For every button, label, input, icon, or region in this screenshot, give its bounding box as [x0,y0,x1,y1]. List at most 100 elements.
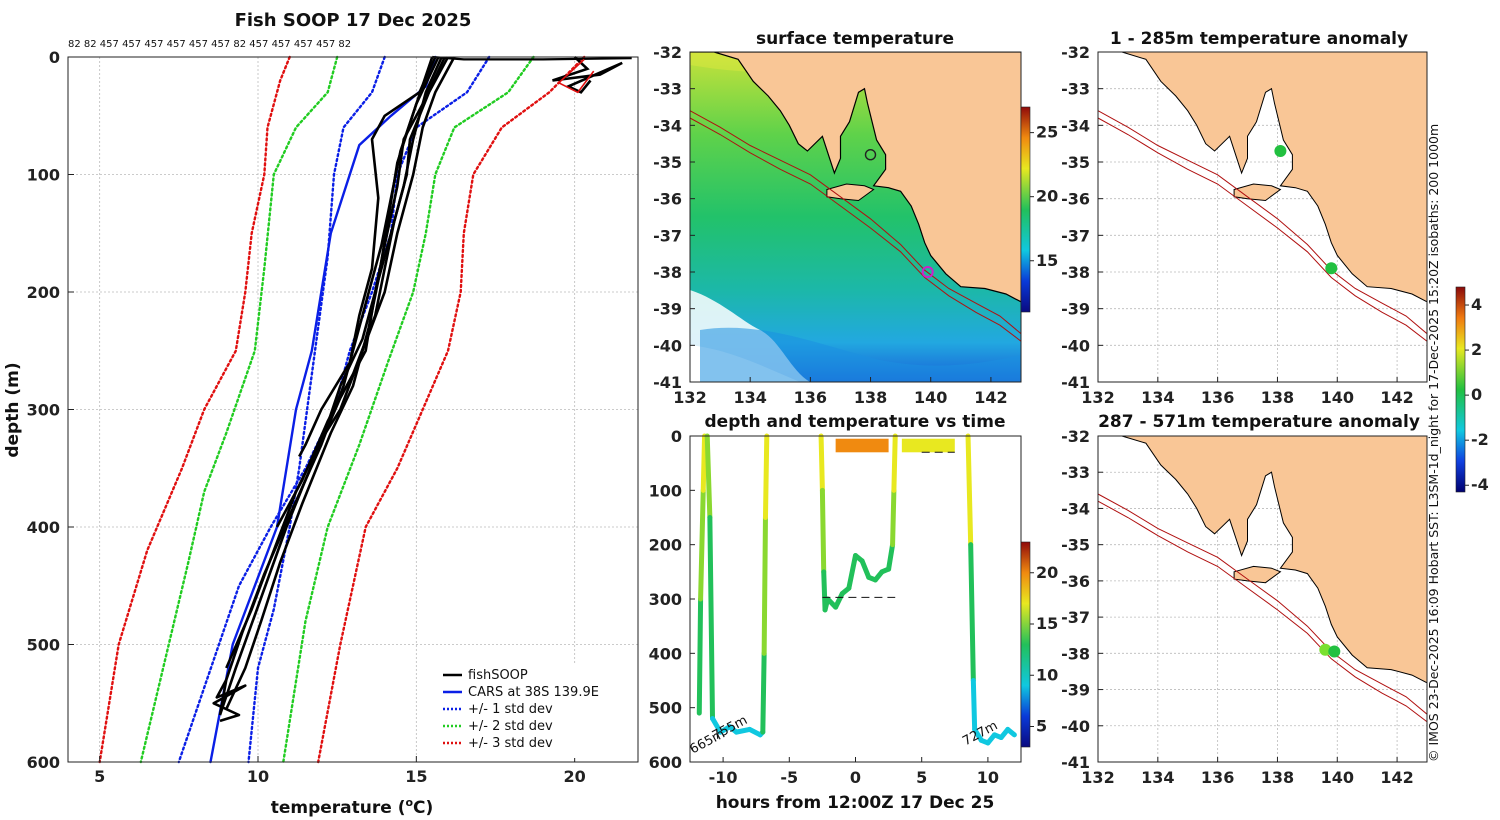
map-ytick-label: -32 [653,43,682,62]
a1-ytick-label: -41 [1061,373,1090,392]
anom-cb-tick-label: 2 [1471,340,1482,359]
ts-cb-tick-label: 20 [1036,563,1058,582]
fishsoop-surface-cluster [552,56,623,94]
map-ytick-label: -35 [653,153,682,172]
fishsoop-profile-5 [225,56,440,669]
a2-point-1 [1328,645,1341,658]
a1-xtick-label: 134 [1141,388,1174,407]
anom-cb-tick-label: 0 [1471,385,1482,404]
a1-ytick-label: -36 [1061,190,1090,209]
anomaly2-isobath-1000m [1098,500,1427,723]
profile-xtick-label: 5 [94,767,105,786]
map-ytick-label: -36 [653,190,682,209]
ts-track-0-seg [698,487,706,602]
legend-fishsoop: fishSOOP [468,668,528,683]
sst-colorbar-ticks: 15 20 25 [1030,123,1058,270]
a2-xtick-label: 142 [1380,768,1413,787]
ts-surface-block-0 [835,438,889,453]
isobath-1000m [690,117,1021,342]
sst-cb-tick-label: 20 [1036,187,1058,206]
profile-xtick-label: 10 [247,767,269,786]
ts-surface-block-1 [901,438,955,453]
anomaly1-points [1274,145,1338,275]
ts-cb-tick-label: 10 [1036,665,1058,684]
a1-xtick-label: 140 [1321,388,1354,407]
sst-cb-tick-label: 25 [1036,123,1058,142]
ts-track-2-seg [846,553,858,591]
ts-track-0-seg [696,596,704,716]
a1-ytick-label: -39 [1061,300,1090,319]
ts-xtick-label: -5 [780,768,798,787]
ts-track-2-seg [818,433,825,493]
a2-ytick-label: -37 [1061,608,1090,627]
ts-ytick-label: 100 [649,481,682,500]
anomaly1-plot-area [1098,52,1427,382]
anom-cb-tick-label: -4 [1471,475,1489,494]
profile-series-4 [282,55,535,764]
anomaly2-plot-area [1098,436,1427,762]
map-xtick-label: 140 [914,388,947,407]
a1-ytick-label: -38 [1061,263,1090,282]
side-credit: © IMOS 23-Dec-2025 16:09 Hobart SST: L3S… [1426,124,1441,762]
profile-ytick-label: 0 [49,48,60,67]
anomaly2-isobath-200m [1098,493,1427,715]
anom-cb-tick-label: -2 [1471,430,1489,449]
profile-xlabel: temperature (oC) [271,796,434,818]
a2-point-0 [1319,643,1332,656]
map-markers [864,148,934,278]
ts-track-3-seg [1005,726,1017,738]
map-ytick-label: -38 [653,263,682,282]
ts-track-3-seg [970,678,978,732]
ts-track-1-seg [762,433,770,520]
ts-title: depth and temperature vs time [705,412,1006,432]
a1-xtick-label: 142 [1380,388,1413,407]
ts-ytick-label: 600 [649,753,682,772]
map-xtick-label: 136 [794,388,827,407]
map-xtick-label: 142 [974,388,1007,407]
legend-std3: +/- 3 std dev [468,736,553,751]
map-ytick-label: -40 [653,336,682,355]
ts-xtick-label: 0 [850,768,861,787]
anomaly2-land [1098,436,1427,684]
anomaly-map-shallow: 1 - 285m temperature anomaly 132 134 136 13… [1061,29,1428,407]
a1-xtick-label: 138 [1261,388,1294,407]
map-ytick-label: -37 [653,226,682,245]
map-ytick-label: -33 [653,80,682,99]
a2-ytick-label: -38 [1061,644,1090,663]
ts-colorbar [1020,541,1031,748]
a2-ytick-label: -41 [1061,753,1090,772]
legend-std1: +/- 1 std dev [468,702,553,717]
a1-ytick-label: -32 [1061,43,1090,62]
profile-chart: Fish SOOP 17 Dec 2025 82 82 457 457 457 … [3,10,639,818]
map-xtick-label: 134 [733,388,766,407]
a2-xtick-label: 136 [1201,768,1234,787]
ts-track-2-seg [859,558,872,580]
ts-ytick-label: 200 [649,536,682,555]
anomaly2-points [1319,643,1341,658]
a2-ytick-label: -35 [1061,536,1090,555]
a2-ytick-label: -36 [1061,572,1090,591]
a1-ytick-label: -35 [1061,153,1090,172]
profile-xtick-label: 20 [564,767,586,786]
anomaly1-title: 1 - 285m temperature anomaly [1110,29,1408,49]
ts-track-1-seg [704,433,713,520]
ts-ytick-label: 300 [649,590,682,609]
a1-xtick-label: 136 [1201,388,1234,407]
a2-xtick-label: 140 [1321,768,1354,787]
a1-xtick-label: 132 [1081,388,1114,407]
anomaly-colorbar [1455,286,1466,493]
a2-xtick-label: 138 [1261,768,1294,787]
anomaly-colorbar-ticks: -4 -2 0 2 4 [1465,295,1489,494]
a2-ytick-label: -39 [1061,681,1090,700]
a1-ytick-label: -33 [1061,80,1090,99]
ts-track-3-seg [968,542,976,683]
ts-track-3-seg [965,433,974,548]
a1-point-0 [1274,145,1287,157]
a1-ytick-label: -34 [1061,116,1090,135]
sst-cb-tick-label: 15 [1036,251,1058,270]
fishsoop-profile-7 [212,679,247,723]
a1-point-1 [1325,262,1338,275]
sst-colorbar [1020,106,1031,313]
profile-xtick-label: 15 [405,767,427,786]
